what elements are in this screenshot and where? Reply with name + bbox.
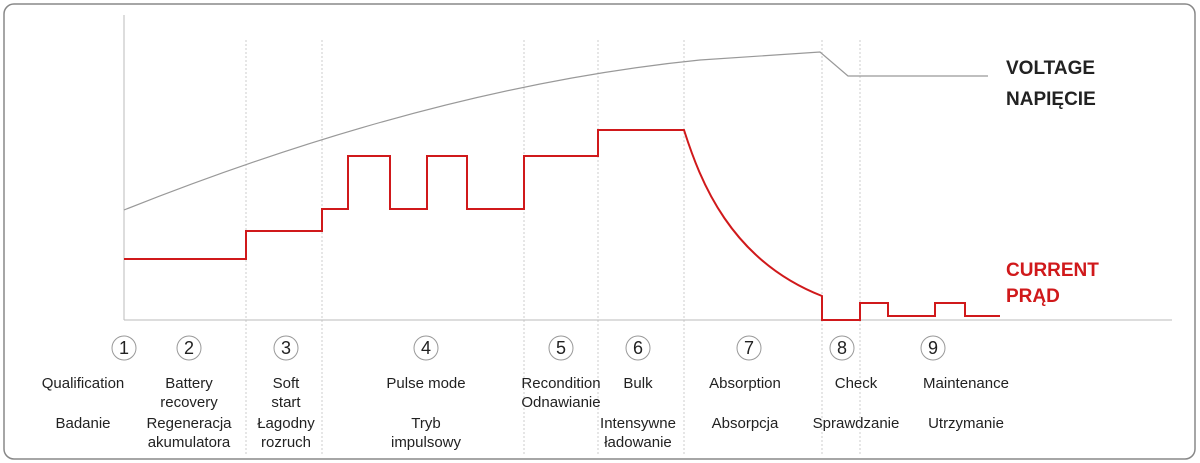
current-label: PRĄD — [1006, 286, 1060, 307]
stage-label-pl: rozruch — [261, 434, 311, 451]
stage-label-en: start — [271, 394, 301, 411]
stage-label-en: Qualification — [42, 375, 125, 392]
stage-label-en: Soft — [273, 375, 301, 392]
stage-label-pl: Intensywne — [600, 415, 676, 432]
stage-circle — [548, 335, 574, 361]
stage-number: 1 — [119, 338, 129, 358]
stage-circle — [736, 335, 762, 361]
voltage-label: VOLTAGE — [1006, 58, 1095, 79]
stage-label-en: Maintenance — [923, 375, 1009, 392]
stage-number: 6 — [633, 338, 643, 358]
stage-number: 3 — [281, 338, 291, 358]
stage-label-en: Pulse mode — [386, 375, 465, 392]
stage-label-en: Recondition — [521, 375, 600, 392]
frame — [3, 3, 1196, 460]
stage-label-pl: impulsowy — [391, 434, 462, 451]
current-curve — [124, 129, 1000, 321]
voltage-curve — [123, 51, 988, 211]
stage-label-pl: Sprawdzanie — [813, 415, 900, 432]
stage-label-en: Check — [835, 375, 878, 392]
stage-label-en: Absorption — [709, 375, 781, 392]
current-label: CURRENT — [1006, 260, 1099, 281]
stage-number: 7 — [744, 338, 754, 358]
stage-label-pl: Łagodny — [257, 415, 315, 432]
stage-circle — [273, 335, 299, 361]
stage-label-en: Battery — [165, 375, 213, 392]
stage-circle — [413, 335, 439, 361]
stage-label-en: Bulk — [623, 375, 653, 392]
stage-label-pl: akumulatora — [148, 434, 231, 451]
stage-number: 4 — [421, 338, 431, 358]
stage-number: 8 — [837, 338, 847, 358]
stage-circle — [625, 335, 651, 361]
stage-label-pl: Absorpcja — [712, 415, 779, 432]
stage-circle — [111, 335, 137, 361]
stage-number: 9 — [928, 338, 938, 358]
stage-label-en: recovery — [160, 394, 218, 411]
voltage-label: NAPIĘCIE — [1006, 89, 1096, 110]
stage-circle — [176, 335, 202, 361]
stage-label-pl: Utrzymanie — [928, 415, 1004, 432]
stage-label-pl: Badanie — [55, 415, 110, 432]
stage-label-pl: ładowanie — [604, 434, 672, 451]
stage-circle — [829, 335, 855, 361]
stage-number: 2 — [184, 338, 194, 358]
separators — [245, 40, 861, 455]
stage-circle — [920, 335, 946, 361]
stage-label-pl: Odnawianie — [521, 394, 600, 411]
stage-label-pl: Regeneracja — [146, 415, 232, 432]
stage-label-pl: Tryb — [411, 415, 440, 432]
stage-number: 5 — [556, 338, 566, 358]
